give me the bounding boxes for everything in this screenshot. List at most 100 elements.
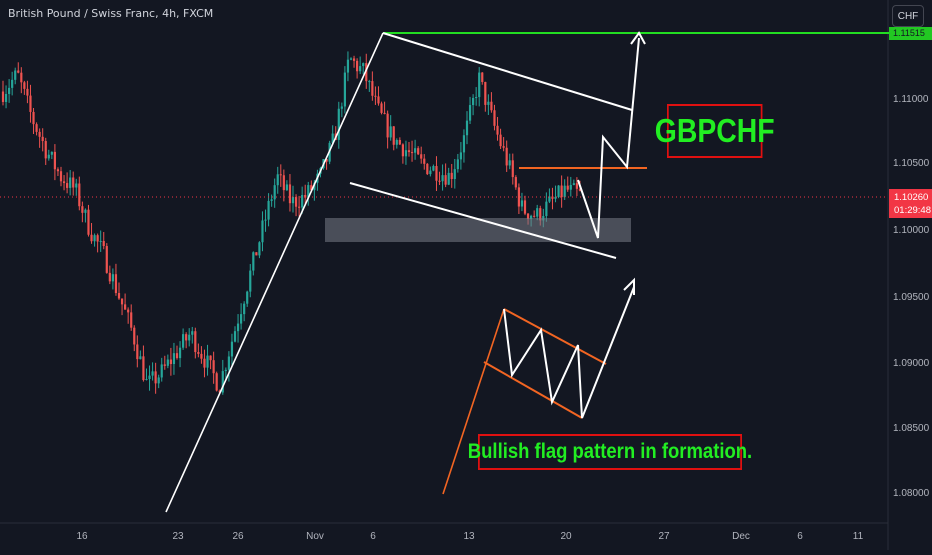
candle-body — [432, 166, 435, 171]
candle-body — [307, 185, 310, 198]
candle-body — [352, 58, 356, 61]
candle-body — [212, 360, 215, 374]
candle-body — [75, 183, 78, 188]
candle-body — [255, 252, 258, 256]
candle-body — [450, 172, 453, 180]
time-label: 6 — [797, 531, 803, 542]
candle-body — [536, 208, 539, 217]
candle-body — [404, 150, 408, 157]
candle-body — [145, 379, 148, 381]
candle-body — [359, 66, 362, 72]
candle-body — [215, 373, 218, 391]
candle-body — [291, 196, 295, 204]
candle-body — [557, 185, 560, 197]
candle-body — [447, 172, 450, 185]
candle-body — [59, 171, 63, 182]
candle-body — [200, 353, 203, 359]
candle-body — [1, 91, 5, 102]
time-label: 20 — [560, 531, 572, 542]
candle-body — [163, 364, 166, 366]
time-label: Nov — [306, 531, 324, 542]
candle-body — [282, 175, 285, 191]
candle-body — [142, 356, 145, 381]
candle-body — [377, 96, 380, 104]
candle-body — [233, 331, 237, 342]
candle-body — [365, 63, 368, 82]
candle-body — [438, 180, 441, 182]
candle-body — [120, 298, 124, 305]
candle-body — [572, 183, 575, 185]
candle-body — [44, 141, 47, 159]
price-label: 1.08500 — [893, 423, 930, 434]
candle-body — [383, 112, 386, 114]
candle-body — [380, 103, 383, 113]
candle-body — [313, 182, 316, 191]
candle-body — [478, 72, 481, 98]
candle-body — [407, 150, 411, 153]
candle-body — [87, 209, 90, 235]
candle-body — [472, 97, 475, 106]
candle-body — [514, 177, 517, 188]
candle-body — [520, 200, 524, 207]
candle-body — [4, 93, 8, 102]
candle-body — [285, 184, 288, 191]
candle-body — [66, 183, 69, 188]
candle-body — [410, 152, 414, 154]
candle-body — [240, 314, 243, 324]
candle-body — [267, 200, 270, 220]
candle-body — [26, 88, 29, 96]
symbol-header: British Pound / Swiss Franc, 4h, FXCM — [8, 7, 214, 20]
candle-body — [533, 215, 536, 217]
flag-lower-trendline — [349, 182, 617, 259]
candle-body — [224, 369, 227, 372]
candle-body — [69, 177, 72, 188]
candle-body — [276, 174, 279, 186]
candle-body — [236, 323, 240, 332]
candle-body — [243, 303, 246, 315]
candle-body — [530, 215, 533, 220]
candle-body — [136, 344, 139, 360]
time-label: 16 — [76, 531, 88, 542]
candle-body — [526, 213, 530, 220]
price-label: 1.11000 — [893, 94, 929, 105]
candle-body — [368, 81, 371, 83]
candle-body — [566, 185, 569, 190]
candle-body — [206, 355, 209, 368]
candle-body — [337, 108, 340, 140]
candle-body — [29, 95, 32, 112]
candle-body — [23, 82, 26, 89]
resistance-price-tag: 1.11515 — [889, 27, 932, 40]
candle-body — [539, 208, 542, 221]
candle-body — [554, 196, 557, 199]
candle-body — [166, 359, 169, 366]
candle-body — [154, 371, 157, 384]
candle-body — [11, 79, 14, 88]
candle-body — [423, 158, 426, 164]
candle-body — [545, 201, 548, 217]
candle-body — [356, 60, 359, 72]
candle-body — [20, 72, 23, 83]
candle-body — [252, 252, 255, 271]
candle-body — [264, 219, 267, 221]
candle-body — [35, 124, 38, 132]
candle-body — [441, 175, 444, 182]
candle-body — [151, 371, 154, 376]
schematic-pole — [442, 308, 505, 495]
candle-body — [81, 206, 84, 213]
candle-body — [105, 246, 108, 273]
currency-button[interactable]: CHF — [892, 5, 924, 27]
candle-body — [148, 375, 151, 380]
candle-body — [453, 169, 456, 180]
candle-body — [490, 101, 493, 111]
candle-body — [182, 334, 185, 348]
candle-body — [456, 159, 459, 170]
candle-body — [258, 242, 261, 256]
candle-body — [340, 106, 343, 109]
candle-body — [435, 166, 438, 181]
flag-upper-trendline — [382, 32, 633, 111]
candle-body — [47, 154, 50, 159]
candle-body — [548, 196, 551, 202]
candle-body — [56, 169, 60, 172]
